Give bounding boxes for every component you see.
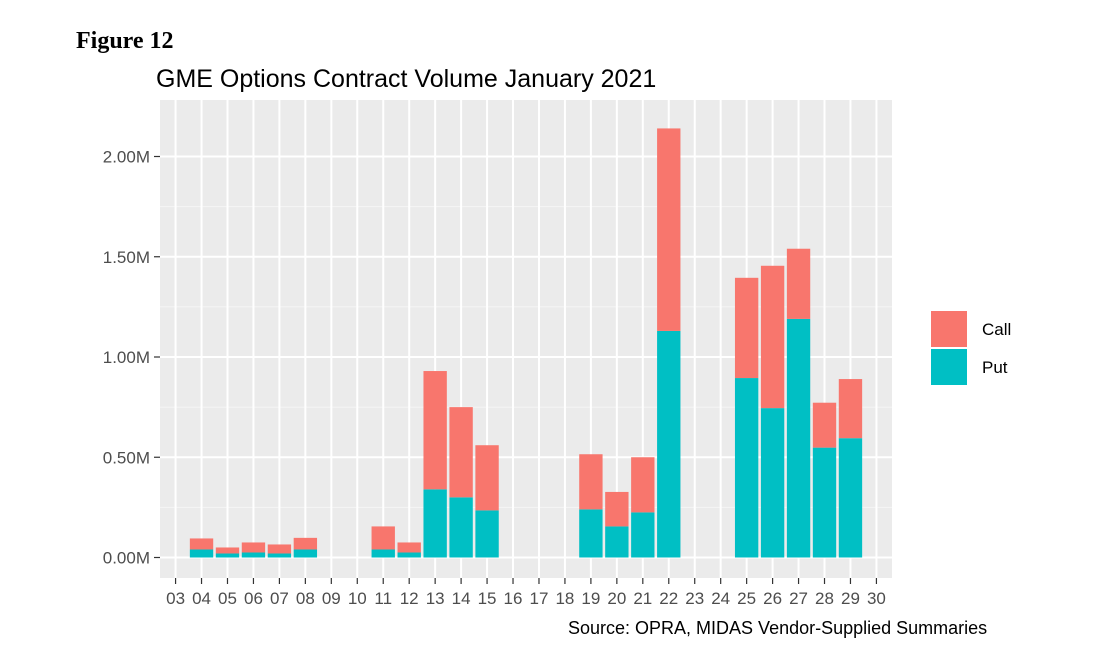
x-tick-label: 10 [348, 589, 367, 608]
bar-put-13 [423, 489, 447, 558]
y-tick-label: 0.00M [103, 549, 150, 568]
x-tick-label: 06 [244, 589, 263, 608]
bar-put-04 [189, 549, 214, 558]
x-tick-label: 12 [400, 589, 419, 608]
bar-call-29 [838, 379, 863, 439]
bar-call-28 [812, 402, 837, 448]
x-tick-label: 05 [218, 589, 237, 608]
bar-call-12 [397, 542, 421, 553]
x-tick-label: 09 [322, 589, 341, 608]
source-note: Source: OPRA, MIDAS Vendor-Supplied Summ… [568, 618, 988, 638]
bar-call-26 [760, 265, 785, 409]
chart-title: GME Options Contract Volume January 2021 [156, 65, 657, 93]
bar-put-27 [786, 318, 811, 558]
bar-call-06 [241, 542, 266, 553]
bar-call-11 [371, 526, 395, 550]
y-tick-label: 2.00M [103, 148, 150, 167]
x-tick-label: 16 [504, 589, 523, 608]
figure-label: Figure 12 [76, 28, 174, 54]
x-tick-label: 25 [737, 589, 756, 608]
x-tick-label: 11 [374, 589, 392, 608]
x-tick-label: 20 [607, 589, 626, 608]
x-tick-label: 13 [426, 589, 445, 608]
bar-call-07 [267, 544, 292, 554]
bar-put-12 [397, 552, 421, 558]
bar-call-22 [657, 128, 681, 331]
bar-call-15 [475, 445, 499, 511]
bar-put-06 [241, 552, 266, 558]
x-tick-label: 26 [763, 589, 782, 608]
bar-put-21 [631, 512, 655, 558]
x-tick-label: 24 [711, 589, 730, 608]
x-tick-label: 28 [815, 589, 834, 608]
bar-call-14 [449, 407, 473, 498]
x-tick-label: 04 [192, 589, 211, 608]
bar-put-15 [475, 510, 499, 558]
bar-call-04 [189, 538, 214, 550]
x-tick-label: 03 [166, 589, 185, 608]
bar-put-22 [657, 330, 681, 558]
x-tick-label: 27 [789, 589, 808, 608]
x-tick-label: 14 [452, 589, 471, 608]
bar-put-29 [838, 438, 863, 558]
bar-call-27 [786, 248, 811, 319]
bar-put-11 [371, 549, 395, 558]
bar-put-28 [812, 447, 837, 558]
legend-key-put [931, 349, 967, 385]
bar-put-20 [605, 526, 629, 558]
x-tick-label: 23 [685, 589, 704, 608]
x-tick-label: 08 [296, 589, 315, 608]
x-tick-label: 21 [633, 589, 652, 608]
bar-call-08 [293, 537, 318, 550]
x-tick-label: 15 [478, 589, 497, 608]
x-tick-label: 17 [530, 589, 549, 608]
x-tick-label: 19 [581, 589, 600, 608]
bar-put-19 [579, 509, 603, 558]
bar-put-25 [734, 378, 759, 558]
x-tick-label: 18 [555, 589, 574, 608]
bar-put-14 [449, 497, 473, 558]
bar-call-20 [605, 491, 629, 527]
bar-call-19 [579, 454, 603, 510]
x-tick-label: 29 [841, 589, 860, 608]
x-tick-label: 22 [659, 589, 678, 608]
x-tick-label: 07 [270, 589, 289, 608]
bar-call-25 [734, 277, 759, 379]
bar-put-26 [760, 408, 785, 558]
bar-put-08 [293, 549, 318, 558]
y-tick-label: 1.50M [103, 248, 150, 267]
x-tick-label: 30 [867, 589, 886, 608]
legend-key-call [931, 311, 967, 347]
bar-call-21 [631, 457, 655, 513]
bar-put-05 [215, 553, 240, 558]
legend-label-call: Call [982, 320, 1011, 339]
legend-label-put: Put [982, 358, 1008, 377]
bar-put-07 [267, 553, 292, 558]
y-tick-label: 0.50M [103, 448, 150, 467]
bar-call-13 [423, 371, 447, 490]
y-tick-label: 1.00M [103, 348, 150, 367]
bar-call-05 [215, 547, 240, 554]
